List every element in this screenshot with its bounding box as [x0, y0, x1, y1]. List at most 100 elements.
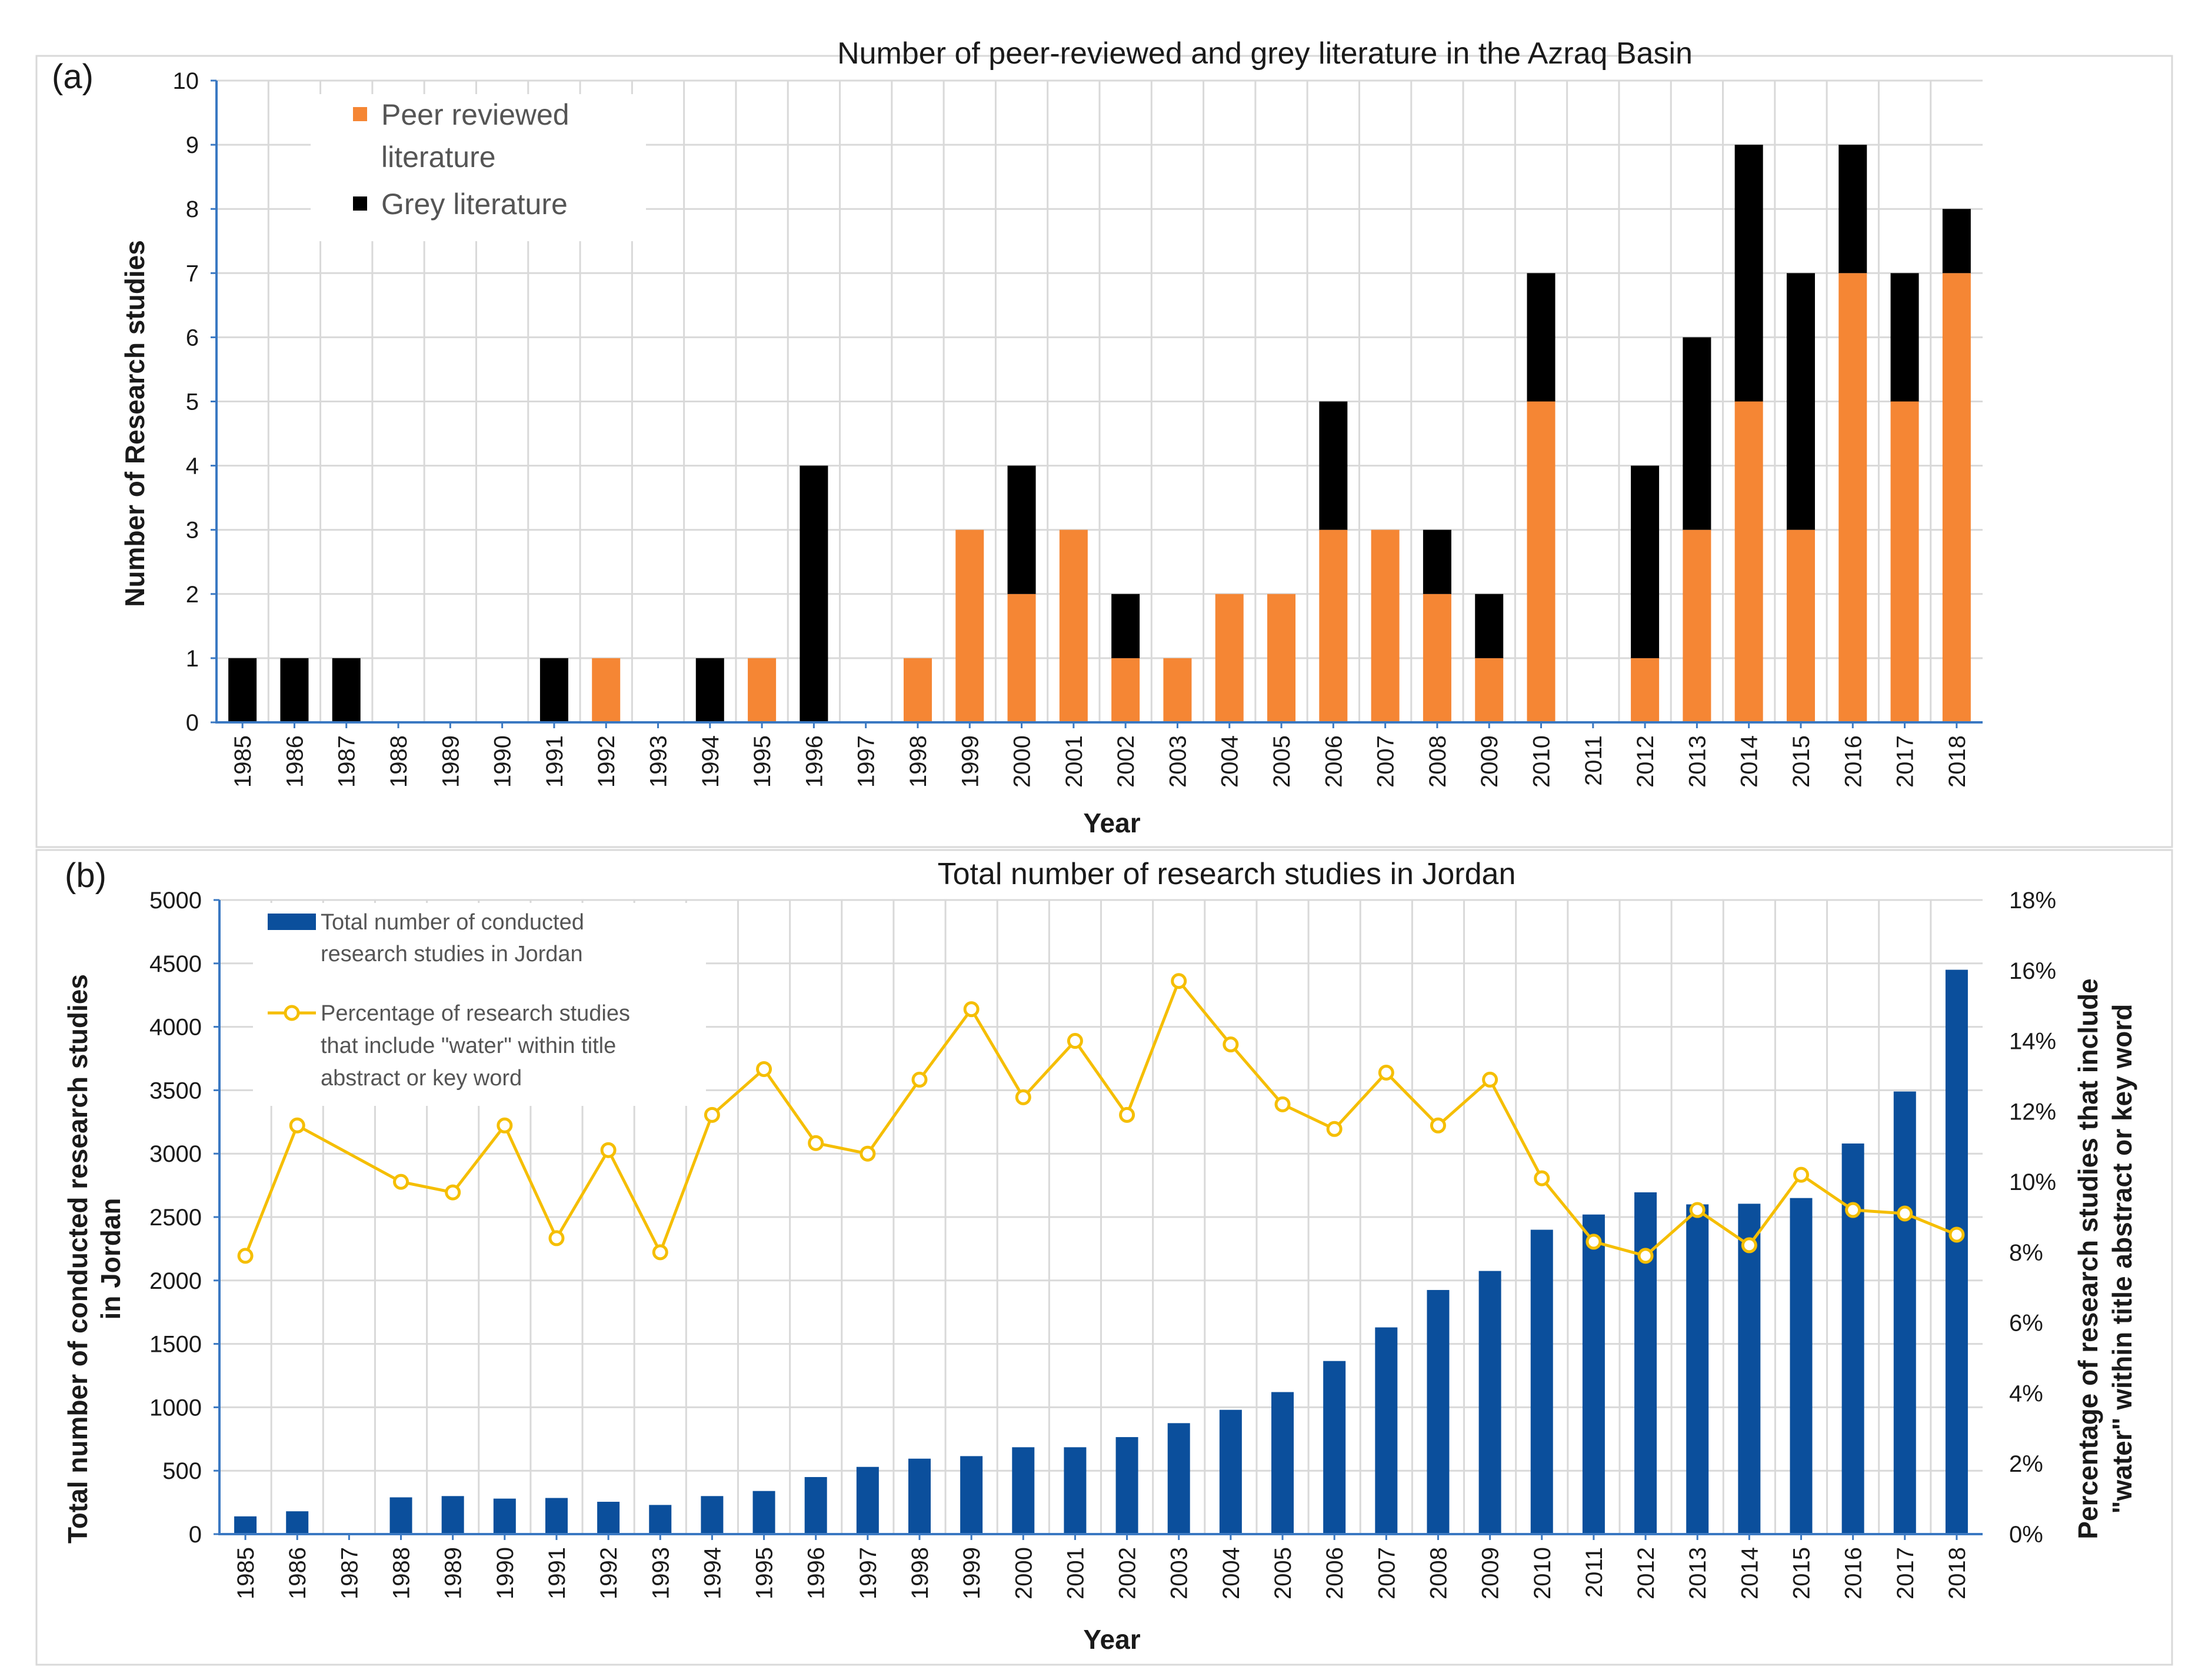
- panel-a-x-tick-1997: 1997: [854, 735, 880, 788]
- panel-b-y-tick-2500: 2500: [149, 1205, 202, 1231]
- panel-a-x-tick-2010: 2010: [1529, 735, 1555, 788]
- panel-b-x-tick-labels: 1985 1986 1987 1988 1989 1990 1991 1992 1993 1994…: [233, 1547, 1970, 1599]
- bar-total-studies-1995: [752, 1491, 775, 1534]
- percentage-point-1993: [652, 1244, 668, 1261]
- panel-a-y-tick-9: 9: [186, 132, 199, 158]
- panel-b-x-tick-2011: 2011: [1581, 1547, 1607, 1598]
- panel-b-x-tick-2008: 2008: [1425, 1547, 1451, 1599]
- panel-b-x-tick-1989: 1989: [441, 1547, 467, 1599]
- panel-a-y-tick-8: 8: [186, 196, 199, 222]
- panel-a-x-tick-1996: 1996: [801, 735, 827, 788]
- panel-a-x-tick-2015: 2015: [1788, 735, 1814, 788]
- percentage-point-2009: [1482, 1071, 1498, 1088]
- percentage-point-2000: [1015, 1089, 1031, 1105]
- bar-peer-reviewed-2016: [1838, 273, 1867, 722]
- panel-b-x-tick-2017: 2017: [1893, 1547, 1918, 1599]
- panel-a-label: (a): [52, 58, 94, 96]
- panel-b-x-tick-2003: 2003: [1167, 1547, 1193, 1599]
- panel-a-title: Number of peer-reviewed and grey literat…: [837, 36, 1693, 71]
- panel-b-x-tick-2018: 2018: [1944, 1547, 1970, 1599]
- bar-grey-1985: [228, 658, 257, 722]
- bar-total-studies-1990: [493, 1498, 516, 1534]
- legend-label-percentage-line2: that include "water" within title: [321, 1034, 616, 1058]
- panel-b-axes: [214, 899, 1983, 1540]
- panel-a-x-tick-labels: 1985 1986 1987 1988 1989 1990 1991 1992 1993 1994…: [230, 735, 1970, 788]
- bar-peer-reviewed-2012: [1631, 658, 1660, 722]
- panel-a-x-tick-2011: 2011: [1581, 735, 1607, 786]
- panel-a-bars: [228, 145, 1971, 722]
- legend-marker-percentage: [284, 1005, 300, 1021]
- percentage-point-1991: [548, 1230, 565, 1246]
- panel-a-y-axis-title: Number of Research studies: [119, 240, 150, 607]
- percentage-point-1989: [445, 1184, 461, 1201]
- panel-b-title: Total number of research studies in Jord…: [938, 857, 1516, 891]
- panel-b-y2-tick-10%: 10%: [2009, 1169, 2056, 1195]
- bar-total-studies-1986: [286, 1511, 309, 1534]
- panel-b-x-tick-2012: 2012: [1633, 1547, 1659, 1599]
- bar-grey-1987: [332, 658, 361, 722]
- bar-total-studies-2003: [1167, 1423, 1190, 1534]
- panel-b-x-tick-2010: 2010: [1530, 1547, 1556, 1599]
- bar-total-studies-2011: [1582, 1214, 1605, 1534]
- bar-grey-2017: [1890, 273, 1919, 402]
- panel-b-y2-tick-0%: 0%: [2009, 1522, 2043, 1548]
- bar-peer-reviewed-2003: [1163, 658, 1192, 722]
- panel-a-y-tick-10: 10: [173, 68, 199, 94]
- panel-b-y-tick-0: 0: [189, 1522, 202, 1548]
- panel-a-x-tick-1993: 1993: [646, 735, 672, 788]
- percentage-point-2012: [1637, 1248, 1654, 1264]
- bar-grey-2008: [1423, 529, 1451, 594]
- panel-b-x-tick-1986: 1986: [285, 1547, 311, 1599]
- bar-total-studies-2012: [1634, 1192, 1657, 1534]
- bar-total-studies-2008: [1427, 1289, 1450, 1534]
- panel-b-y-tick-4000: 4000: [149, 1015, 202, 1041]
- panel-b-x-tick-1993: 1993: [648, 1547, 674, 1599]
- panel-a-x-tick-2008: 2008: [1425, 735, 1451, 788]
- bar-total-studies-2017: [1893, 1091, 1916, 1534]
- panel-b-y2-tick-12%: 12%: [2009, 1099, 2056, 1125]
- panel-a-x-tick-1995: 1995: [750, 735, 775, 788]
- panel-a-y-tick-labels: 0 1 2 3 4 5 6 7 8 9 10: [173, 68, 199, 736]
- panel-a-y-tick-1: 1: [186, 646, 199, 672]
- panel-a-x-tick-2016: 2016: [1840, 735, 1866, 788]
- legend-swatch-grey: [353, 196, 367, 211]
- panel-a-x-tick-1994: 1994: [698, 735, 724, 788]
- panel-a-x-tick-1985: 1985: [230, 735, 256, 788]
- bar-total-studies-1988: [389, 1497, 412, 1534]
- bar-total-studies-2014: [1738, 1204, 1761, 1534]
- panel-b-y2-axis-title-line2: "water" within title abstract or key wor…: [2107, 1004, 2137, 1514]
- percentage-point-2016: [1845, 1202, 1861, 1218]
- legend-swatch-peer-reviewed: [353, 107, 367, 121]
- bar-peer-reviewed-1992: [592, 658, 621, 722]
- percentage-point-1999: [963, 1001, 980, 1018]
- panel-a-x-tick-1999: 1999: [957, 735, 983, 788]
- panel-b-y-tick-2000: 2000: [149, 1268, 202, 1294]
- percentage-point-2015: [1793, 1166, 1809, 1183]
- panel-b-y-tick-labels: 0 500 1000 1500 2000 2500 3000 3500 4000 4500 5000: [149, 888, 202, 1548]
- bar-total-studies-1993: [649, 1505, 672, 1534]
- panel-a-x-tick-2005: 2005: [1269, 735, 1295, 788]
- legend-label-total-studies-line2: research studies in Jordan: [321, 942, 583, 966]
- percentage-point-2008: [1430, 1117, 1446, 1134]
- panel-b-bars: [234, 969, 1968, 1534]
- bar-grey-1986: [280, 658, 309, 722]
- bar-grey-2018: [1942, 209, 1971, 274]
- legend-label-percentage-line3: abstract or key word: [321, 1066, 522, 1091]
- panel-b-y-axis-title: Total number of conducted research studi…: [62, 974, 126, 1544]
- legend-swatch-total-studies: [268, 914, 316, 930]
- percentage-point-1996: [808, 1135, 824, 1151]
- panel-b-x-tick-1990: 1990: [492, 1547, 518, 1599]
- panel-b-x-tick-1991: 1991: [544, 1547, 570, 1599]
- bar-total-studies-2007: [1375, 1327, 1398, 1534]
- bar-peer-reviewed-2013: [1683, 529, 1711, 722]
- panel-b-x-tick-2015: 2015: [1788, 1547, 1814, 1599]
- panel-b-x-tick-1999: 1999: [959, 1547, 985, 1599]
- panel-b-x-tick-1988: 1988: [389, 1547, 415, 1599]
- panel-a-x-tick-2013: 2013: [1684, 735, 1710, 788]
- bar-grey-2000: [1007, 465, 1036, 594]
- percentage-point-1995: [756, 1061, 772, 1077]
- bar-peer-reviewed-2001: [1059, 529, 1088, 722]
- bar-peer-reviewed-2018: [1942, 273, 1971, 722]
- panel-b-x-tick-2016: 2016: [1841, 1547, 1867, 1599]
- bar-total-studies-2015: [1790, 1198, 1813, 1534]
